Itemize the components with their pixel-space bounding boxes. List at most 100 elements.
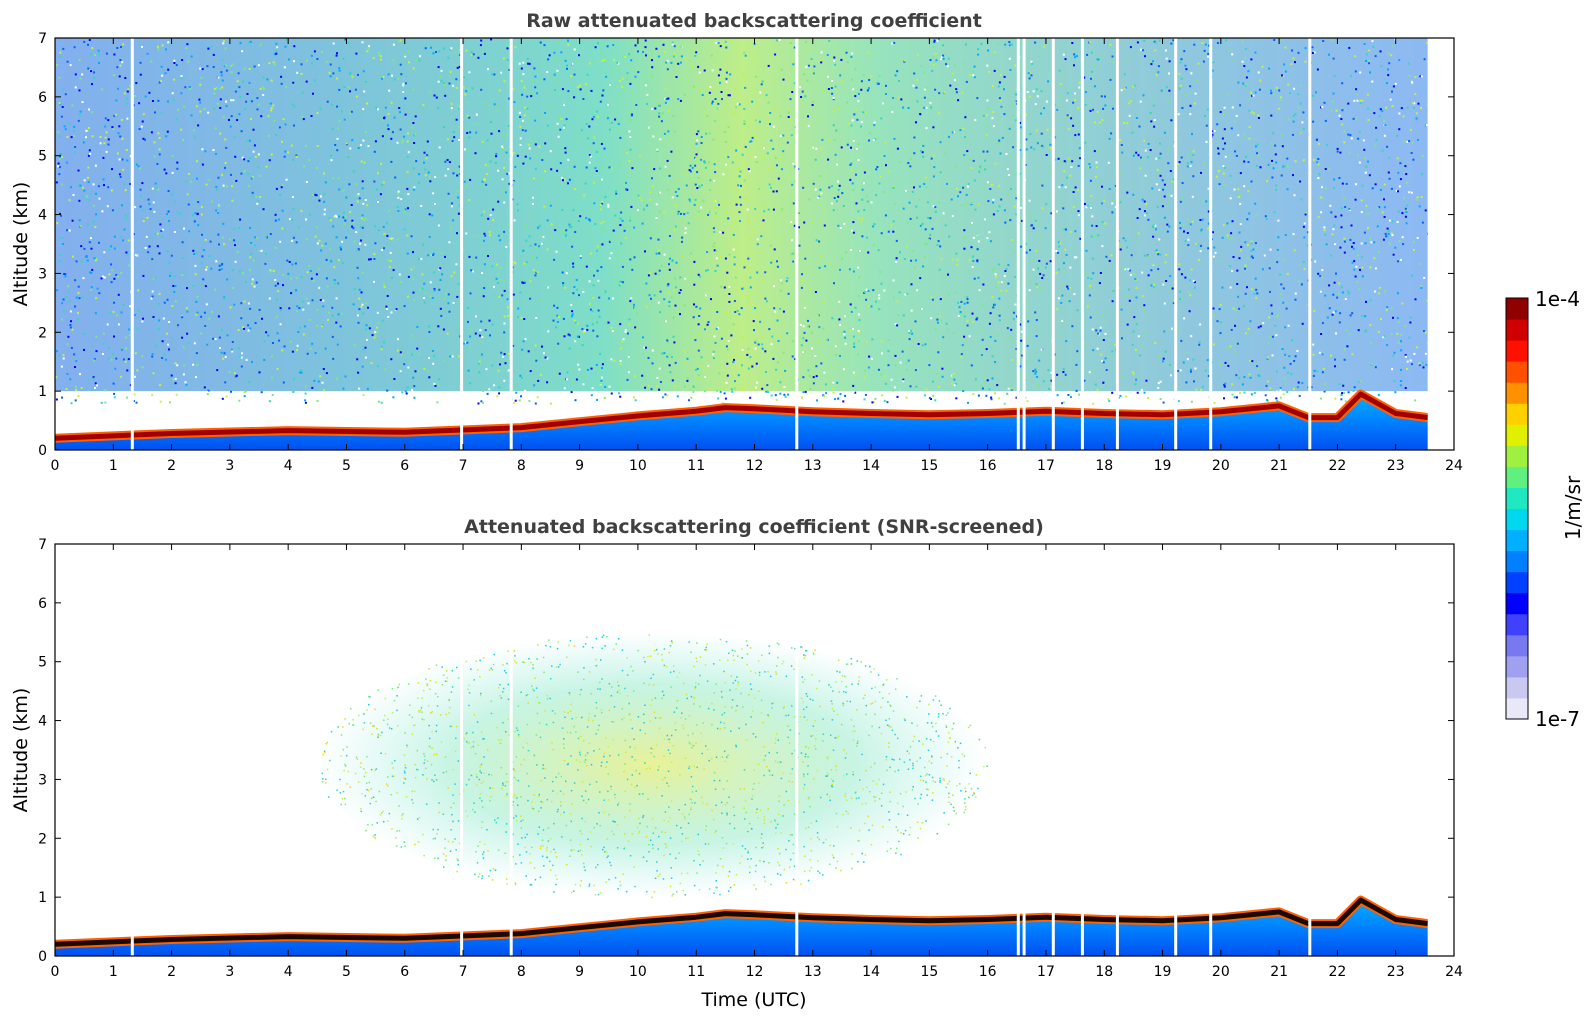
x-tick-label: 23 [1387, 458, 1405, 474]
x-tick-label: 21 [1270, 964, 1288, 980]
x-tick-label: 13 [804, 458, 822, 474]
colorbar-swatch [1506, 655, 1528, 678]
x-tick-label: 10 [629, 458, 647, 474]
colorbar-swatch [1506, 382, 1528, 404]
colorbar-swatch [1506, 424, 1528, 446]
x-tick-label: 16 [979, 458, 997, 474]
x-tick-label: 0 [51, 964, 60, 980]
boundary-layer-region [55, 394, 1428, 450]
x-tick-label: 18 [1095, 964, 1113, 980]
x-tick-label: 21 [1270, 458, 1288, 474]
colorbar: 1e-4 1e-7 1/m/sr [1505, 287, 1585, 731]
no-data-region [1427, 38, 1454, 450]
data-gap [1022, 38, 1026, 450]
x-tick-label: 14 [862, 458, 880, 474]
x-tick-label: 22 [1329, 458, 1347, 474]
colorbar-swatch [1506, 361, 1528, 383]
y-tick-label: 4 [38, 714, 47, 730]
bottom-panel-heatmap [55, 544, 1454, 956]
x-tick-label: 23 [1387, 964, 1405, 980]
colorbar-swatch [1506, 445, 1528, 467]
colorbar-swatch [1506, 466, 1528, 488]
y-tick-label: 5 [38, 149, 47, 165]
y-tick-label: 4 [38, 208, 47, 224]
x-tick-label: 13 [804, 964, 822, 980]
x-tick-label: 20 [1212, 964, 1230, 980]
top-panel-y-ticks: 0 1 2 3 4 5 6 7 [38, 31, 1454, 459]
data-gap [1174, 38, 1178, 450]
data-gap [460, 38, 464, 450]
data-gap [1209, 544, 1213, 956]
colorbar-swatch [1506, 340, 1528, 362]
data-gap [1308, 38, 1312, 450]
colorbar-swatch [1506, 298, 1528, 320]
x-tick-label: 6 [400, 458, 409, 474]
y-tick-label: 2 [38, 831, 47, 847]
x-tick-label: 12 [746, 964, 764, 980]
bottom-panel-x-ticks: 0 1 2 3 4 5 6 7 8 9 10 11 12 13 14 15 16 17 18 19 20 21 22 23 24 [51, 544, 1463, 980]
colorbar-swatch [1506, 529, 1528, 552]
x-tick-label: 19 [1154, 458, 1172, 474]
noise-background [55, 38, 1428, 392]
y-tick-label: 0 [38, 443, 47, 459]
y-tick-label: 5 [38, 655, 47, 671]
colorbar-swatch [1506, 697, 1528, 720]
x-tick-label: 22 [1329, 964, 1347, 980]
x-tick-label: 4 [284, 458, 293, 474]
x-tick-label: 11 [687, 458, 705, 474]
y-tick-label: 7 [38, 31, 47, 47]
x-tick-label: 0 [51, 458, 60, 474]
x-tick-label: 1 [109, 964, 118, 980]
colorbar-swatch [1506, 634, 1528, 657]
noise-speckle [55, 38, 1430, 405]
x-tick-label: 7 [459, 964, 468, 980]
top-panel: Raw attenuated backscattering coefficien… [10, 10, 1463, 474]
x-tick-label: 17 [1037, 458, 1055, 474]
x-tick-label: 2 [167, 458, 176, 474]
top-panel-heatmap [55, 38, 1454, 450]
y-tick-label: 6 [38, 90, 47, 106]
data-gap [1022, 544, 1026, 956]
colorbar-swatch [1506, 571, 1528, 594]
y-tick-label: 6 [38, 596, 47, 612]
x-tick-label: 5 [342, 458, 351, 474]
y-tick-label: 1 [38, 384, 47, 400]
y-tick-label: 3 [38, 772, 47, 788]
data-gap [795, 38, 799, 450]
x-axis-label: Time (UTC) [700, 989, 806, 1011]
colorbar-swatch [1506, 592, 1528, 615]
x-tick-label: 17 [1037, 964, 1055, 980]
x-tick-label: 14 [862, 964, 880, 980]
x-tick-label: 9 [575, 964, 584, 980]
bottom-panel-y-ticks: 0 1 2 3 4 5 6 7 [38, 537, 1454, 965]
x-tick-label: 20 [1212, 458, 1230, 474]
colorbar-swatch [1506, 508, 1528, 531]
x-tick-label: 18 [1095, 458, 1113, 474]
data-gap [1174, 544, 1178, 956]
x-tick-label: 3 [225, 964, 234, 980]
data-gap [1016, 38, 1020, 450]
data-gap [509, 38, 513, 450]
data-gap [1209, 38, 1213, 450]
y-tick-label: 2 [38, 325, 47, 341]
y-tick-label: 0 [38, 949, 47, 965]
x-tick-label: 1 [109, 458, 118, 474]
top-panel-title: Raw attenuated backscattering coefficien… [526, 10, 982, 32]
x-tick-label: 16 [979, 964, 997, 980]
data-gap [1080, 38, 1084, 450]
bottom-panel-title: Attenuated backscattering coefficient (S… [464, 516, 1044, 538]
top-panel-y-axis-label: Altitude (km) [10, 182, 32, 307]
x-tick-label: 5 [342, 964, 351, 980]
top-panel-x-ticks: 0 1 2 3 4 5 6 7 8 9 10 11 12 13 14 15 16 17 18 19 20 21 22 23 24 [51, 38, 1463, 474]
data-gap [1115, 38, 1119, 450]
x-tick-label: 15 [920, 964, 938, 980]
data-gap [1051, 544, 1055, 956]
x-tick-label: 24 [1445, 458, 1463, 474]
colorbar-swatch [1506, 550, 1528, 573]
aerosol-cloud [317, 632, 988, 898]
y-tick-label: 1 [38, 890, 47, 906]
colorbar-unit-label: 1/m/sr [1561, 475, 1585, 540]
x-tick-label: 8 [517, 458, 526, 474]
bottom-panel: Attenuated backscattering coefficient (S… [10, 516, 1463, 1011]
